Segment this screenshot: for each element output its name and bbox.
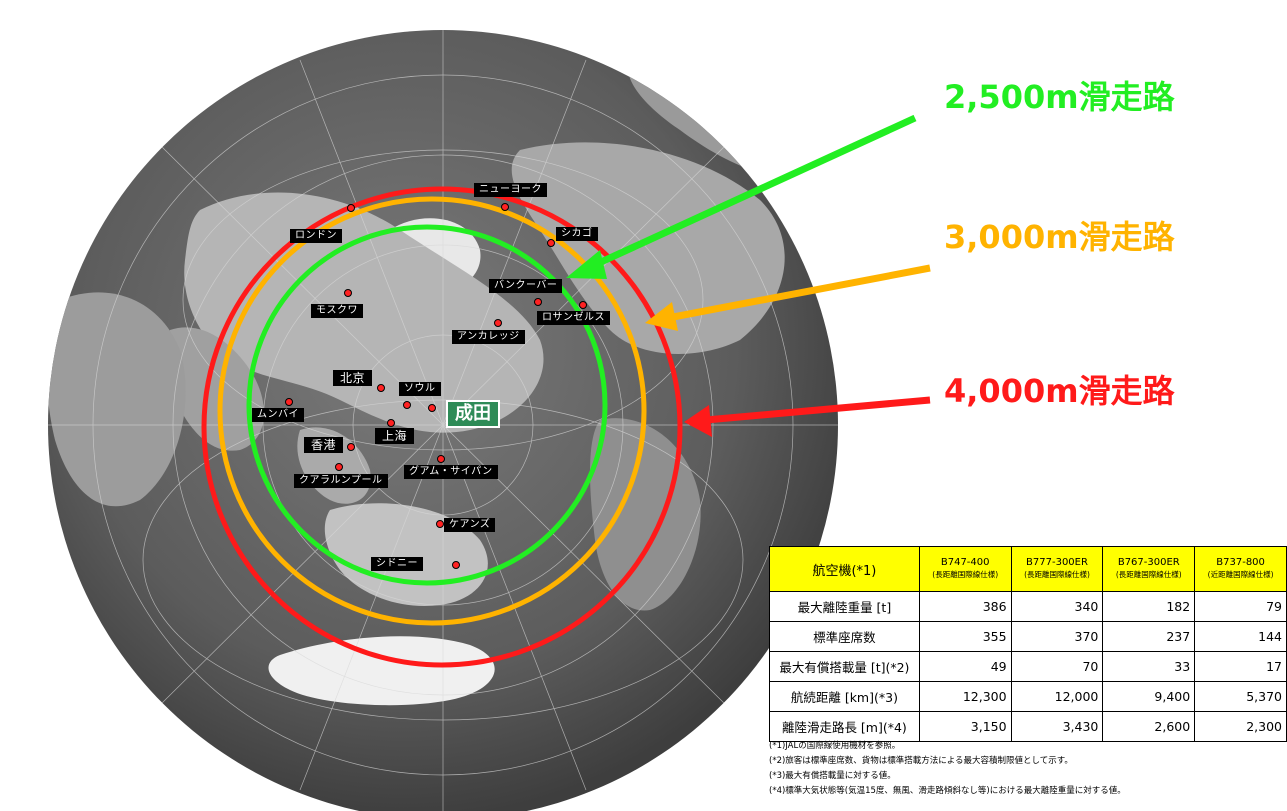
table-cell: 2,600	[1102, 711, 1196, 742]
table-row: 航続距離 [km](*3) 12,300 12,000 9,400 5,370	[769, 681, 1287, 712]
table-cell: 182	[1102, 591, 1196, 622]
table-cell: 5,370	[1194, 681, 1287, 712]
arrow-2500m	[566, 114, 917, 279]
city-label-guam-saipan: グアム・サイパン	[404, 465, 498, 479]
row-label: 標準座席数	[769, 621, 920, 652]
footnote: (*1)JALの国際線使用機材を参照。	[769, 741, 901, 751]
city-label-mumbai: ムンバイ	[252, 408, 304, 422]
footnote: (*3)最大有償搭載量に対する値。	[769, 771, 896, 781]
table-cell: 3,430	[1010, 711, 1104, 742]
table-cell: 144	[1194, 621, 1287, 652]
arrow-4000m	[684, 396, 931, 437]
range-ring-4000m	[201, 186, 683, 668]
table-corner-header: 航空機(*1)	[769, 546, 920, 592]
table-row: 最大離陸重量 [t] 386 340 182 79	[769, 591, 1287, 622]
aircraft-header: B737-800 (近距離国際線仕様)	[1194, 546, 1287, 592]
table-cell: 17	[1194, 651, 1287, 682]
city-label-sydney: シドニー	[371, 557, 423, 571]
city-label-new-york: ニューヨーク	[474, 183, 547, 197]
table-cell: 2,300	[1194, 711, 1287, 742]
row-label: 最大有償搭載量 [t](*2)	[769, 651, 920, 682]
runway-label-3000m: 3,000m滑走路	[944, 218, 1175, 256]
table-cell: 70	[1010, 651, 1104, 682]
aircraft-name: B767-300ER	[1117, 557, 1180, 568]
footnote: (*4)標準大気状態等(気温15度、無風、滑走路傾斜なし等)における最大離陸重量…	[769, 786, 1126, 796]
arrow-3000m	[645, 264, 931, 331]
aircraft-spec-note: (長距離国際線仕様)	[1115, 570, 1182, 579]
city-label-shanghai: 上海	[375, 428, 415, 444]
table-cell: 340	[1010, 591, 1104, 622]
aircraft-name: B747-400	[940, 557, 990, 568]
table-row: 最大有償搭載量 [t](*2) 49 70 33 17	[769, 651, 1287, 682]
city-label-chicago: シカゴ	[556, 227, 598, 241]
runway-label-2500m: 2,500m滑走路	[944, 78, 1175, 116]
aircraft-name: B777-300ER	[1026, 557, 1088, 568]
table-cell: 12,000	[1010, 681, 1104, 712]
table-cell: 79	[1194, 591, 1287, 622]
runway-label-4000m: 4,000m滑走路	[944, 372, 1175, 410]
row-label: 最大離陸重量 [t]	[769, 591, 920, 622]
table-cell: 12,300	[918, 681, 1012, 712]
city-label-hong-kong: 香港	[304, 437, 344, 453]
aircraft-spec-note: (近距離国際線仕様)	[1207, 570, 1274, 579]
table-cell: 237	[1102, 621, 1196, 652]
table-cell: 9,400	[1102, 681, 1196, 712]
aircraft-header: B767-300ER (長距離国際線仕様)	[1102, 546, 1196, 592]
city-label-kuala-lumpur: クアラルンプール	[294, 474, 388, 488]
table-cell: 33	[1102, 651, 1196, 682]
table-cell: 386	[918, 591, 1012, 622]
table-row: 離陸滑走路長 [m](*4) 3,150 3,430 2,600 2,300	[769, 711, 1287, 742]
aircraft-header: B747-400 (長距離国際線仕様)	[918, 546, 1012, 592]
city-label-anchorage: アンカレッジ	[452, 330, 525, 344]
range-ring-2500m	[246, 224, 608, 586]
table-cell: 355	[918, 621, 1012, 652]
aircraft-spec-note: (長距離国際線仕様)	[1024, 570, 1090, 579]
range-ring-3000m	[217, 196, 647, 626]
city-label-beijing: 北京	[333, 370, 373, 386]
aircraft-name: B737-800	[1216, 557, 1265, 568]
city-label-london: ロンドン	[290, 229, 342, 243]
city-label-cairns: ケアンズ	[444, 518, 496, 532]
table-cell: 49	[918, 651, 1012, 682]
table-cell: 370	[1010, 621, 1104, 652]
aircraft-header: B777-300ER (長距離国際線仕様)	[1010, 546, 1104, 592]
city-label-vancouver: バンクーバー	[489, 279, 563, 293]
aircraft-spec-table: 航空機(*1) B747-400 (長距離国際線仕様) B777-300ER (長距…	[769, 546, 1287, 742]
row-label: 航続距離 [km](*3)	[769, 681, 920, 712]
aircraft-spec-note: (長距離国際線仕様)	[932, 570, 999, 579]
table-header-row: 航空機(*1) B747-400 (長距離国際線仕様) B777-300ER (長距…	[769, 546, 1287, 592]
city-dots	[285, 203, 587, 569]
city-label-moscow: モスクワ	[311, 304, 363, 318]
table-row: 標準座席数 355 370 237 144	[769, 621, 1287, 652]
footnotes: (*1)JALの国際線使用機材を参照。 (*2)旅客は標準座席数、貨物は標準搭載…	[769, 739, 1126, 799]
city-label-seoul: ソウル	[399, 382, 441, 396]
row-label: 離陸滑走路長 [m](*4)	[769, 711, 920, 742]
city-label-los-angeles: ロサンゼルス	[537, 311, 610, 325]
footnote: (*2)旅客は標準座席数、貨物は標準搭載方法による最大容積制限値として示す。	[769, 756, 1073, 766]
table-cell: 3,150	[918, 711, 1012, 742]
narita-marker: 成田	[446, 400, 500, 428]
